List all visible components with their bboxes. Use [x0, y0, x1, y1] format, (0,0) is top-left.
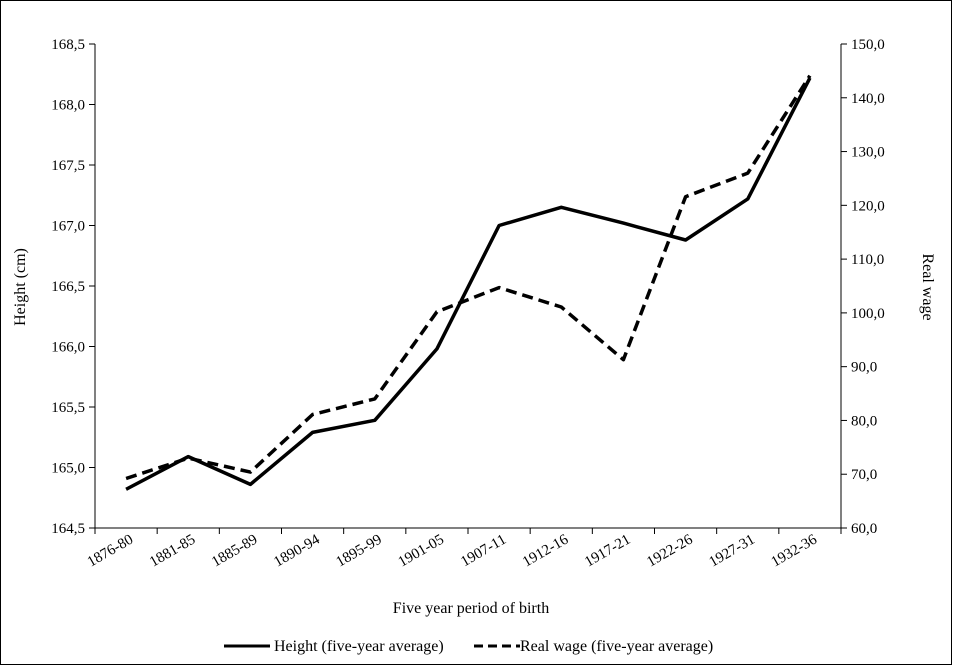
x-axis-ticks: 1876-80 1881-85 1885-89 1890-94 1895-99 1901-…: [85, 528, 842, 571]
legend: Height (five-year average) Real wage (fi…: [224, 638, 713, 655]
y2-axis-title: Real wage: [919, 253, 936, 320]
x-tick-label: 1932-36: [769, 531, 821, 570]
series-layer: [125, 74, 812, 491]
left-axis-ticks: 164,5 165,0 165,5 166,0 166,5 167,0 167,5 168,0…: [51, 37, 95, 537]
y-axis-title: Height (cm): [12, 248, 29, 326]
left-tick-label: 166,0: [51, 340, 85, 356]
x-tick-label: 1912-16: [520, 531, 572, 570]
right-tick-label: 150,0: [851, 37, 885, 53]
x-tick-label: 1876-80: [85, 532, 136, 571]
left-tick-label: 165,5: [51, 400, 85, 416]
left-tick-label: 168,5: [51, 37, 85, 53]
legend-label-height: Height (five-year average): [274, 638, 444, 655]
x-tick-label: 1927-31: [706, 532, 757, 571]
left-tick-label: 166,5: [51, 279, 85, 295]
right-tick-label: 140,0: [851, 91, 885, 107]
x-tick-label: 1895-99: [333, 532, 384, 571]
right-tick-label: 60,0: [851, 521, 877, 537]
left-tick-label: 164,5: [51, 521, 85, 537]
legend-label-wage: Real wage (five-year average): [520, 638, 713, 655]
right-tick-label: 80,0: [851, 413, 877, 429]
left-tick-label: 168,0: [51, 98, 85, 114]
right-tick-label: 110,0: [851, 252, 884, 268]
right-tick-label: 70,0: [851, 467, 877, 483]
left-tick-label: 165,0: [51, 461, 85, 477]
left-tick-label: 167,0: [51, 219, 85, 235]
x-axis-title: Five year period of birth: [393, 600, 549, 617]
series-line-height: [125, 77, 812, 491]
x-tick-label: 1881-85: [147, 532, 198, 571]
x-tick-label: 1907-11: [458, 532, 509, 571]
left-tick-label: 167,5: [51, 158, 85, 174]
right-tick-label: 120,0: [851, 198, 885, 214]
x-tick-label: 1917-21: [582, 532, 633, 571]
x-tick-label: 1901-05: [396, 532, 447, 571]
x-tick-label: 1890-94: [271, 531, 323, 570]
x-tick-label: 1885-89: [209, 532, 260, 571]
series-line-real-wage: [125, 74, 812, 481]
right-tick-label: 100,0: [851, 306, 885, 322]
x-tick-label: 1922-26: [644, 531, 696, 570]
right-tick-label: 90,0: [851, 360, 877, 376]
right-tick-label: 130,0: [851, 145, 885, 161]
right-axis-ticks: 60,0 70,0 80,0 90,0 100,0 110,0 120,0 130,0 140,…: [841, 37, 885, 537]
